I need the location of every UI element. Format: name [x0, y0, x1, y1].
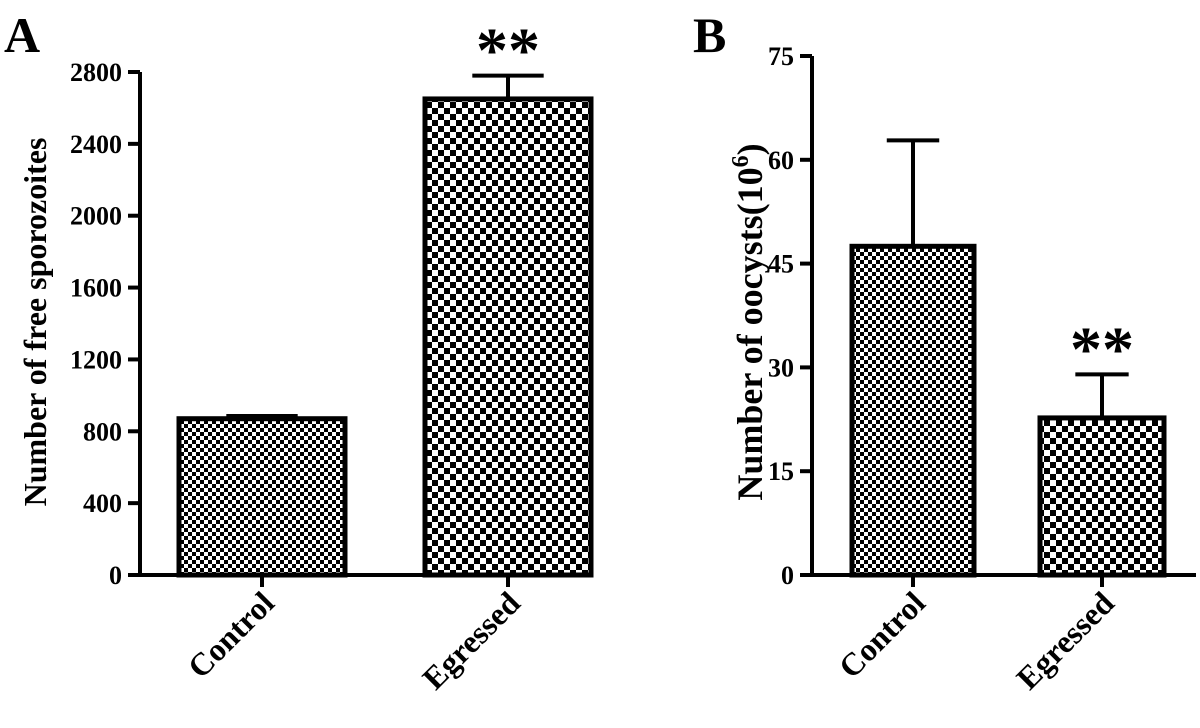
panel-a-x-label-control: Control — [180, 584, 281, 685]
panel-b-y-axis-label-exponent: 6 — [728, 155, 754, 167]
panel-b-y-tick-label: 60 — [768, 146, 794, 175]
panel-b-y-tick-label: 15 — [768, 457, 794, 486]
panel-a-x-label-egressed: Egressed — [415, 584, 527, 696]
panel-a-y-axis-label: Number of free sporozoites — [17, 138, 53, 507]
panel-b: B Number of oocysts(106) 0 15 30 45 60 75 Cont… — [693, 7, 1196, 696]
panel-a-plot-area: 0 400 800 1200 1600 2000 2400 2800 Control ** Egre… — [70, 15, 594, 696]
panel-a-y-tick-label: 1600 — [70, 274, 122, 303]
panel-a-y-tick-label: 2000 — [70, 202, 122, 231]
panel-a-label: A — [4, 7, 40, 63]
panel-a-y-tick-label: 2800 — [70, 58, 122, 87]
panel-a-significance-egressed: ** — [476, 15, 540, 86]
panel-b-y-axis-label: Number of oocysts(106) — [728, 143, 770, 500]
panel-b-label: B — [693, 7, 726, 63]
panel-b-y-axis-label-close: ) — [730, 143, 770, 155]
panel-b-y-tick-label: 30 — [768, 353, 794, 382]
panel-b-bar-control — [849, 243, 977, 578]
panel-a-y-tick-label: 1200 — [70, 345, 122, 374]
panel-b-x-label-egressed: Egressed — [1009, 584, 1121, 696]
panel-b-bar-egressed — [1037, 415, 1167, 578]
panel-b-y-axis-label-main: Number of oocysts(10 — [730, 167, 770, 500]
panel-b-x-label-control: Control — [831, 584, 932, 685]
panel-b-plot-area: 0 15 30 45 60 75 Control ** Egressed — [768, 42, 1196, 696]
panel-b-y-tick-label: 45 — [768, 250, 794, 279]
panel-b-y-tick-label: 0 — [781, 561, 794, 590]
panel-a-y-tick-label: 400 — [83, 489, 122, 518]
panel-a-y-tick-label: 0 — [109, 561, 122, 590]
panel-a: A Number of free sporozoites 0 400 800 1200… — [4, 7, 594, 696]
panel-a-y-tick-label: 2400 — [70, 130, 122, 159]
panel-a-bar-control — [176, 416, 348, 578]
panel-a-y-tick-label: 800 — [83, 417, 122, 446]
panel-a-bar-egressed — [422, 96, 594, 578]
panel-b-y-tick-label: 75 — [768, 42, 794, 71]
panel-b-significance-egressed: ** — [1070, 313, 1134, 384]
